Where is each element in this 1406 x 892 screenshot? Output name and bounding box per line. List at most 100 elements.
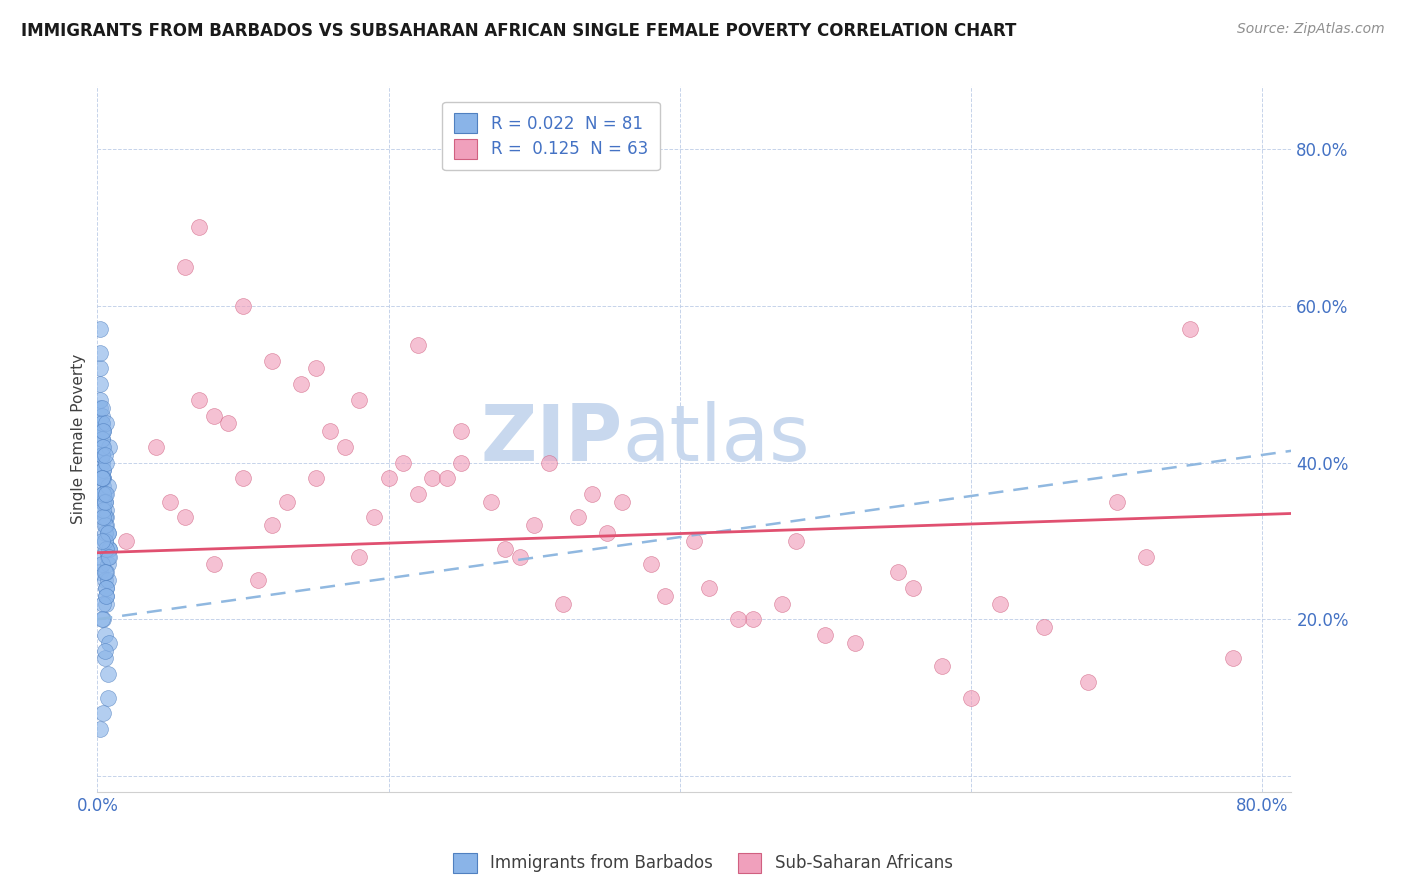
Point xyxy=(276,494,298,508)
Point xyxy=(159,494,181,508)
Point xyxy=(94,541,117,556)
Point xyxy=(90,448,112,462)
Point xyxy=(173,510,195,524)
Point xyxy=(1077,675,1099,690)
Point xyxy=(96,558,118,572)
Point xyxy=(90,424,112,438)
Point xyxy=(988,597,1011,611)
Point xyxy=(1032,620,1054,634)
Point xyxy=(494,541,516,556)
Point xyxy=(901,581,924,595)
Point xyxy=(553,597,575,611)
Point xyxy=(98,541,121,556)
Point xyxy=(90,471,112,485)
Point xyxy=(90,448,112,462)
Point xyxy=(93,526,115,541)
Legend: Immigrants from Barbados, Sub-Saharan Africans: Immigrants from Barbados, Sub-Saharan Af… xyxy=(447,847,959,880)
Point xyxy=(697,581,720,595)
Point xyxy=(537,456,560,470)
Point xyxy=(90,401,112,415)
Point xyxy=(91,471,114,485)
Point xyxy=(93,533,115,548)
Point xyxy=(683,533,706,548)
Point xyxy=(90,417,112,431)
Point xyxy=(202,558,225,572)
Point xyxy=(91,502,114,516)
Point xyxy=(610,494,633,508)
Point xyxy=(188,392,211,407)
Point xyxy=(89,377,111,392)
Point xyxy=(960,690,983,705)
Point xyxy=(363,510,385,524)
Point xyxy=(785,533,807,548)
Point xyxy=(333,440,356,454)
Point xyxy=(232,299,254,313)
Text: ZIP: ZIP xyxy=(481,401,623,477)
Point xyxy=(89,322,111,336)
Text: Source: ZipAtlas.com: Source: ZipAtlas.com xyxy=(1237,22,1385,37)
Point xyxy=(217,417,239,431)
Point xyxy=(94,581,117,595)
Point xyxy=(94,456,117,470)
Point xyxy=(93,518,115,533)
Point xyxy=(640,558,662,572)
Point xyxy=(290,377,312,392)
Point xyxy=(90,409,112,423)
Point xyxy=(94,487,117,501)
Point xyxy=(91,424,114,438)
Point xyxy=(90,432,112,446)
Point xyxy=(98,440,121,454)
Point xyxy=(91,597,114,611)
Point xyxy=(349,549,371,564)
Point xyxy=(91,479,114,493)
Y-axis label: Single Female Poverty: Single Female Poverty xyxy=(72,354,86,524)
Point xyxy=(90,558,112,572)
Point xyxy=(96,690,118,705)
Point xyxy=(91,463,114,477)
Point xyxy=(89,392,111,407)
Point xyxy=(931,659,953,673)
Point xyxy=(91,494,114,508)
Point xyxy=(1222,651,1244,665)
Point xyxy=(202,409,225,423)
Point xyxy=(91,706,114,721)
Point xyxy=(90,612,112,626)
Point xyxy=(232,471,254,485)
Point xyxy=(94,417,117,431)
Text: atlas: atlas xyxy=(623,401,810,477)
Point xyxy=(596,526,619,541)
Point xyxy=(377,471,399,485)
Point xyxy=(90,533,112,548)
Point xyxy=(91,510,114,524)
Point xyxy=(523,518,546,533)
Point xyxy=(89,566,111,580)
Point xyxy=(94,518,117,533)
Point xyxy=(93,628,115,642)
Point xyxy=(90,417,112,431)
Point xyxy=(89,722,111,736)
Point xyxy=(96,549,118,564)
Point xyxy=(93,510,115,524)
Point xyxy=(93,487,115,501)
Point xyxy=(741,612,763,626)
Point xyxy=(90,471,112,485)
Point xyxy=(93,573,115,587)
Point xyxy=(96,667,118,681)
Point xyxy=(90,456,112,470)
Point xyxy=(319,424,342,438)
Point xyxy=(173,260,195,274)
Point xyxy=(89,346,111,360)
Point xyxy=(349,392,371,407)
Point xyxy=(94,581,117,595)
Point xyxy=(96,573,118,587)
Point xyxy=(94,566,117,580)
Point xyxy=(94,589,117,603)
Point xyxy=(89,549,111,564)
Point xyxy=(98,636,121,650)
Point xyxy=(93,448,115,462)
Point xyxy=(770,597,793,611)
Point xyxy=(94,502,117,516)
Point xyxy=(98,549,121,564)
Point xyxy=(98,541,121,556)
Point xyxy=(581,487,603,501)
